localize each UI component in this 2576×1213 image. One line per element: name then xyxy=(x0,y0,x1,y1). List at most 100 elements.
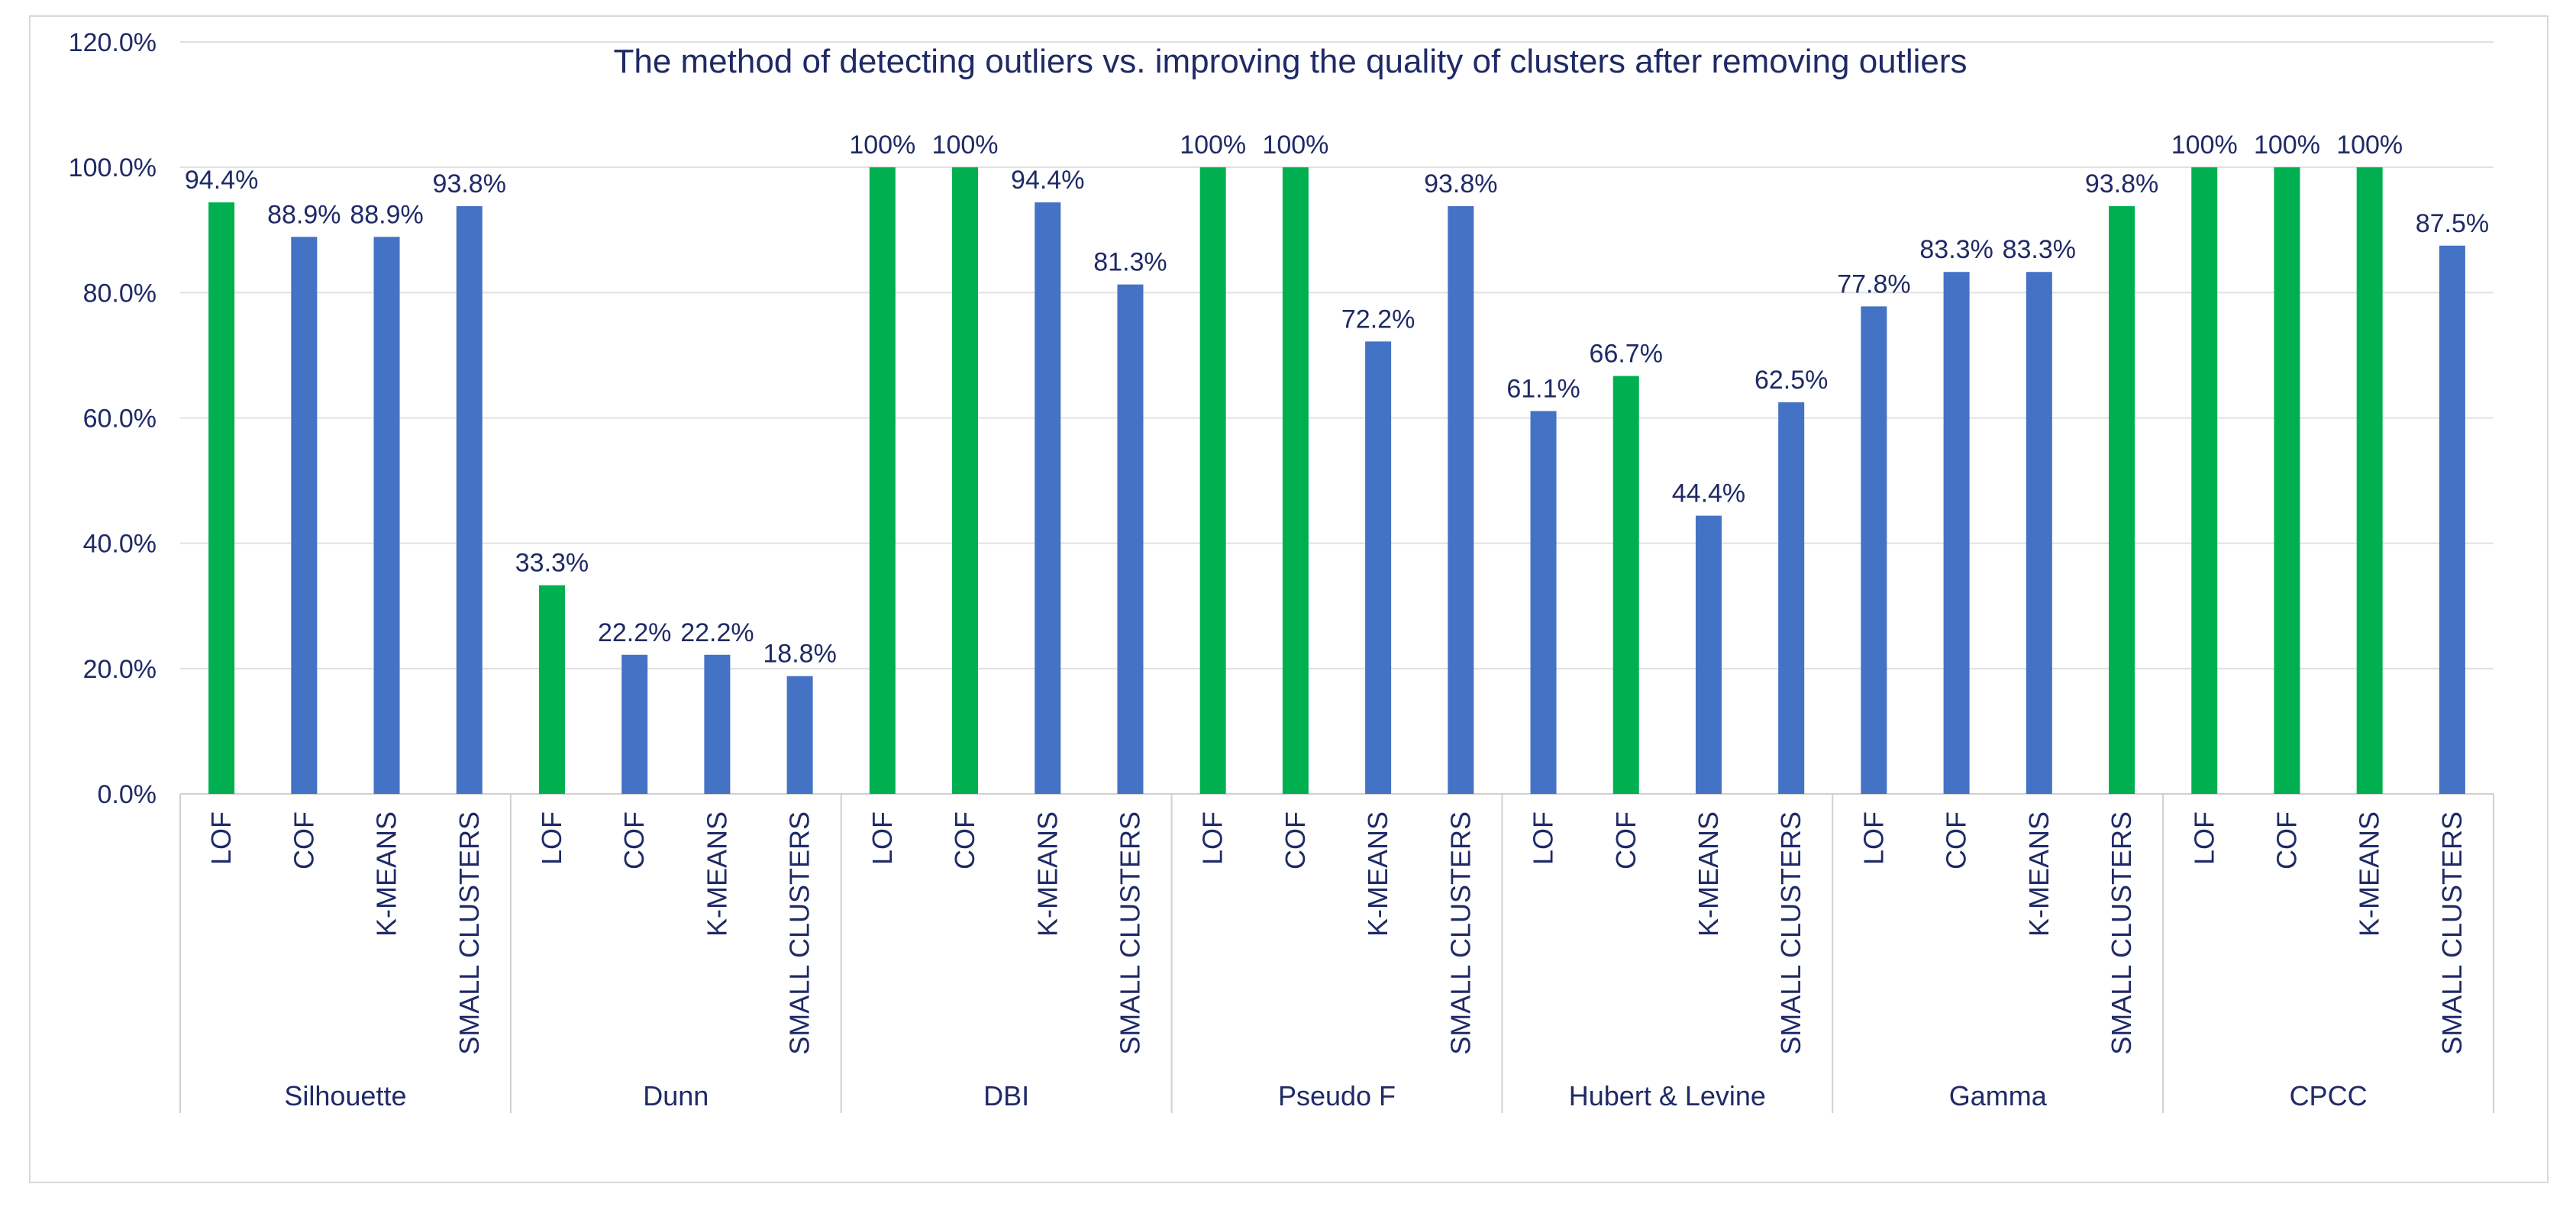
y-tick-label: 120.0% xyxy=(69,28,157,57)
data-label: 100% xyxy=(2171,131,2238,160)
bar xyxy=(1530,411,1557,794)
x-tick-label: SMALL CLUSTERS xyxy=(1445,811,1476,1055)
x-tick-label: LOF xyxy=(1528,811,1559,865)
x-tick-label: COF xyxy=(1610,811,1641,869)
bar xyxy=(1117,284,1144,795)
data-label: 77.8% xyxy=(1837,269,1910,298)
x-tick-label: LOF xyxy=(2188,811,2219,865)
data-label: 44.4% xyxy=(1672,479,1745,508)
group-label: Silhouette xyxy=(284,1080,406,1111)
data-label: 100% xyxy=(2336,131,2403,160)
bar xyxy=(208,202,235,795)
x-tick-label: SMALL CLUSTERS xyxy=(2106,811,2137,1055)
data-label: 22.2% xyxy=(598,618,671,647)
bar xyxy=(291,237,318,794)
bar xyxy=(869,167,896,794)
data-label: 83.3% xyxy=(1919,235,1993,264)
bar xyxy=(1778,402,1805,794)
data-label: 94.4% xyxy=(185,166,258,195)
data-label: 93.8% xyxy=(2085,169,2158,198)
bar xyxy=(2191,167,2218,794)
y-tick-label: 80.0% xyxy=(83,279,157,308)
bar xyxy=(1861,306,1887,794)
data-label: 18.8% xyxy=(763,640,836,669)
x-tick-label: K-MEANS xyxy=(1362,811,1393,937)
bar xyxy=(1695,515,1722,794)
x-tick-label: COF xyxy=(618,811,650,869)
x-tick-label: LOF xyxy=(205,811,237,865)
x-tick-label: SMALL CLUSTERS xyxy=(784,811,815,1055)
x-tick-label: K-MEANS xyxy=(1693,811,1724,937)
data-label: 93.8% xyxy=(433,169,506,198)
data-label: 72.2% xyxy=(1341,305,1415,334)
bar xyxy=(1199,167,1226,794)
x-tick-label: SMALL CLUSTERS xyxy=(2436,811,2468,1055)
x-tick-label: COF xyxy=(1941,811,1972,869)
chart-title: The method of detecting outliers vs. imp… xyxy=(613,43,1967,80)
x-tick-label: LOF xyxy=(536,811,567,865)
data-label: 93.8% xyxy=(1424,169,1497,198)
data-label: 94.4% xyxy=(1011,166,1084,195)
data-label: 100% xyxy=(2254,131,2320,160)
data-label: 87.5% xyxy=(2416,209,2489,238)
data-label: 61.1% xyxy=(1506,374,1580,403)
group-label: Gamma xyxy=(1949,1080,2048,1111)
x-tick-label: K-MEANS xyxy=(371,811,402,937)
group-label: DBI xyxy=(983,1080,1029,1111)
x-tick-label: COF xyxy=(1280,811,1311,869)
data-label: 100% xyxy=(1180,131,1246,160)
bar xyxy=(621,654,648,794)
x-tick-label: K-MEANS xyxy=(2023,811,2055,937)
x-tick-label: LOF xyxy=(1858,811,1889,865)
data-label: 88.9% xyxy=(350,200,423,229)
x-tick-label: SMALL CLUSTERS xyxy=(1775,811,1806,1055)
bar xyxy=(1282,167,1309,794)
data-label: 33.3% xyxy=(515,549,589,578)
group-label: CPCC xyxy=(2290,1080,2368,1111)
data-label: 22.2% xyxy=(680,618,754,647)
x-tick-label: K-MEANS xyxy=(701,811,732,937)
data-label: 66.7% xyxy=(1590,340,1663,369)
data-label: 83.3% xyxy=(2003,235,2076,264)
bar xyxy=(456,206,483,794)
bar xyxy=(1448,206,1474,794)
x-tick-label: COF xyxy=(288,811,319,869)
y-tick-label: 0.0% xyxy=(98,780,157,809)
group-label: Hubert & Levine xyxy=(1569,1080,1766,1111)
x-tick-label: LOF xyxy=(1197,811,1228,865)
bar xyxy=(704,654,731,794)
y-tick-label: 100.0% xyxy=(69,153,157,182)
data-label: 81.3% xyxy=(1093,248,1167,277)
x-tick-label: SMALL CLUSTERS xyxy=(454,811,485,1055)
data-label: 88.9% xyxy=(267,200,341,229)
bar xyxy=(538,585,565,794)
bar xyxy=(2274,167,2300,794)
bar xyxy=(786,676,813,794)
bar xyxy=(1365,341,1392,794)
bar xyxy=(1943,272,1970,794)
x-tick-label: COF xyxy=(2271,811,2302,869)
x-tick-label: LOF xyxy=(867,811,898,865)
data-label: 62.5% xyxy=(1754,366,1828,395)
bar xyxy=(952,167,979,794)
y-tick-label: 20.0% xyxy=(83,655,157,684)
data-label: 100% xyxy=(932,131,999,160)
bar xyxy=(2109,206,2135,794)
bar xyxy=(373,237,400,794)
bar xyxy=(1612,376,1639,795)
group-label: Pseudo F xyxy=(1278,1080,1396,1111)
bar xyxy=(2439,245,2465,794)
data-label: 100% xyxy=(1262,131,1328,160)
data-label: 100% xyxy=(849,131,915,160)
bar xyxy=(1035,202,1061,795)
x-tick-label: K-MEANS xyxy=(1031,811,1063,937)
y-tick-label: 40.0% xyxy=(83,530,157,559)
x-tick-label: K-MEANS xyxy=(2354,811,2385,937)
x-tick-label: SMALL CLUSTERS xyxy=(1114,811,1145,1055)
group-label: Dunn xyxy=(643,1080,709,1111)
bar xyxy=(2356,167,2383,794)
y-tick-label: 60.0% xyxy=(83,405,157,434)
x-tick-label: COF xyxy=(949,811,980,869)
bar xyxy=(2026,272,2052,794)
